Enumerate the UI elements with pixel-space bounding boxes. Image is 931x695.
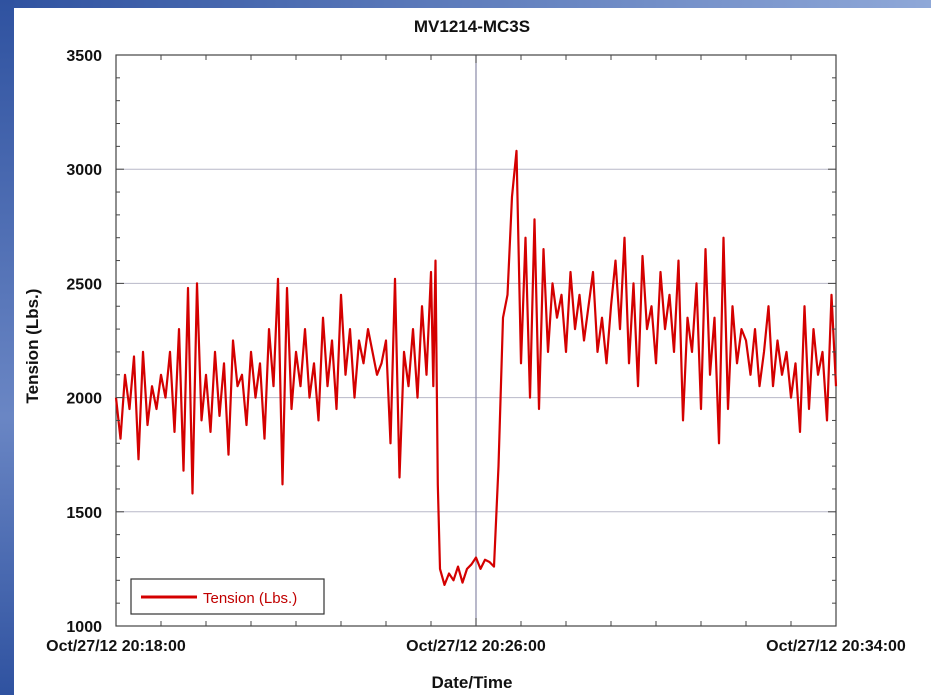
x-tick-label: Oct/27/12 20:18:00 (46, 638, 186, 655)
x-tick-label: Oct/27/12 20:26:00 (406, 638, 546, 655)
y-tick-label: 3000 (66, 162, 102, 179)
chart-title: MV1214-MC3S (414, 17, 530, 36)
series-group (114, 149, 838, 587)
y-axis-title: Tension (Lbs.) (23, 289, 42, 404)
background-band-left (0, 0, 14, 695)
background-band-top (0, 0, 931, 8)
legend-label: Tension (Lbs.) (203, 590, 297, 607)
y-axis-ticks: 1000 1500 2000 2500 3000 3500 (66, 48, 836, 636)
series-line-tension (114, 149, 838, 587)
x-tick-label: Oct/27/12 20:34:00 (766, 638, 906, 655)
chart-panel: 1000 1500 2000 2500 3000 3500 Oct/27/12 20:18… (14, 8, 931, 695)
y-tick-label: 2000 (66, 391, 102, 408)
y-tick-label: 3500 (66, 48, 102, 65)
y-tick-label: 2500 (66, 276, 102, 293)
x-axis-ticks: Oct/27/12 20:18:00 Oct/27/12 20:26:00 Oct/… (46, 55, 906, 655)
legend: Tension (Lbs.) (130, 578, 325, 615)
x-axis-title: Date/Time (432, 673, 513, 692)
y-tick-label: 1000 (66, 619, 102, 636)
tension-chart: 1000 1500 2000 2500 3000 3500 Oct/27/12 20:18… (23, 17, 906, 692)
y-tick-label: 1500 (66, 505, 102, 522)
